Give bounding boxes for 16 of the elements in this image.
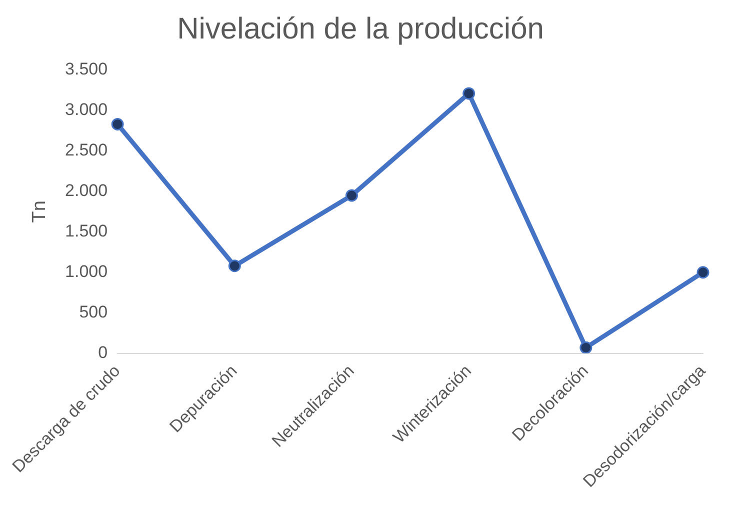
point [111, 118, 124, 130]
y-tick-label: 3.000 [65, 100, 108, 120]
point [228, 260, 241, 272]
y-tick-label: 1.500 [65, 222, 108, 241]
y-axis-title: Tn [28, 200, 50, 223]
point [345, 189, 358, 202]
y-tick-label: 2.000 [65, 181, 108, 200]
chart-title: Nivelación de la producción [177, 12, 544, 46]
y-tick-label: 2.500 [65, 140, 108, 160]
point [580, 341, 592, 354]
point [696, 266, 710, 279]
y-tick-label: 0 [98, 343, 108, 362]
y-tick-label: 3.500 [65, 60, 108, 79]
y-tick-label: 500 [79, 302, 108, 322]
y-tick-label: 1.000 [65, 262, 108, 282]
point [462, 87, 476, 100]
